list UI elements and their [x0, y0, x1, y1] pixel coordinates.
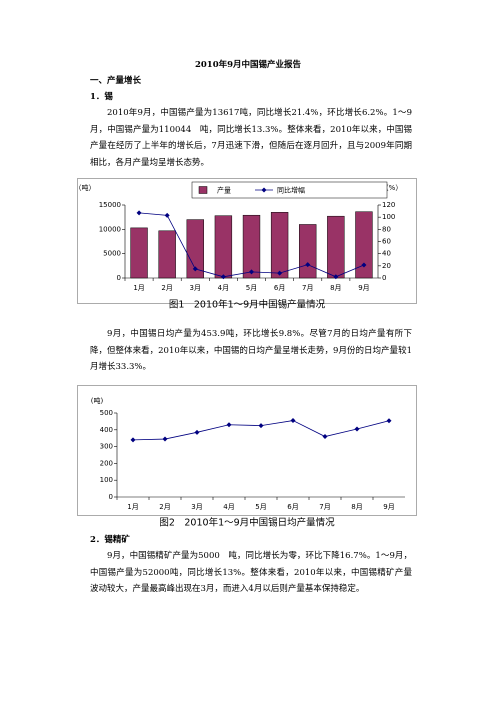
marker	[386, 418, 392, 424]
y2-tick-label: 100	[382, 213, 395, 221]
paragraph: 9月，中国锡日均产量为453.9吨，环比增长9.8%。尽管7月的日均产量有所下降…	[90, 329, 412, 372]
marker	[162, 436, 168, 442]
marker	[249, 269, 254, 275]
marker	[277, 270, 283, 276]
chart-frame	[77, 178, 417, 304]
heading: 2．锡精矿	[90, 535, 130, 545]
x-tick-label: 7月	[319, 503, 330, 511]
paragraph: 9月，中国锡精矿产量为5000 吨，同比增长为零，环比下降16.7%。1～9月，…	[90, 551, 412, 594]
y-tick-label: 100	[100, 476, 113, 484]
marker	[164, 212, 170, 218]
doc-title: 2010年9月中国锡产业报告	[194, 60, 302, 70]
y-tick-label: 200	[100, 459, 113, 467]
marker	[226, 422, 232, 428]
legend-label: 同比增幅	[277, 186, 305, 195]
bar	[327, 215, 345, 279]
y-tick-label: 10000	[99, 225, 121, 233]
marker	[322, 434, 328, 440]
heading: 1．锡	[90, 92, 113, 102]
bar	[130, 227, 148, 279]
legend-label: 产量	[217, 186, 231, 195]
legend-marker	[261, 187, 267, 193]
x-tick-label: 2月	[159, 503, 170, 511]
bar	[242, 214, 261, 279]
bar	[158, 230, 176, 279]
x-tick-label: 1月	[133, 284, 144, 292]
y-tick-label: 400	[100, 426, 113, 434]
marker	[305, 262, 311, 268]
y-axis-label: （吨）	[77, 183, 96, 192]
y2-axis-label: （%）	[382, 184, 403, 192]
y-tick-label: 300	[100, 443, 113, 451]
bar	[299, 224, 317, 279]
marker	[290, 418, 296, 424]
marker	[354, 426, 360, 432]
x-tick-label: 1月	[127, 503, 138, 511]
chart-frame	[77, 385, 417, 516]
chart: (吨) 0 100 200 300 400 500 1月 2月 3月 4月 5月 6月 7月 8月 9月图2 …	[77, 385, 417, 529]
chart: （吨） （%） 0 5000 10000 15000 0 20 40 60 80 100 120 1月 2月…	[77, 178, 417, 311]
x-tick-label: 5月	[255, 503, 266, 511]
x-tick-label: 6月	[274, 284, 285, 292]
x-tick-label: 4月	[223, 503, 234, 511]
bar	[186, 219, 204, 279]
y2-tick-label: 80	[382, 225, 391, 233]
marker	[258, 423, 264, 429]
y-axis-label: (吨)	[91, 396, 104, 405]
x-tick-label: 3月	[191, 503, 202, 511]
marker	[333, 274, 339, 280]
bar	[270, 212, 289, 279]
y2-tick-label: 0	[382, 274, 386, 282]
legend-box	[191, 181, 388, 199]
x-tick-label: 8月	[330, 284, 341, 292]
paragraph: 2010年9月，中国锡产量为13617吨，同比增长21.4%，环比增长6.2%。…	[90, 108, 412, 168]
x-tick-label: 2月	[161, 284, 172, 292]
x-tick-label: 4月	[218, 284, 229, 292]
x-tick-label: 9月	[358, 284, 369, 292]
marker	[361, 262, 367, 268]
y-tick-label: 15000	[99, 201, 121, 209]
y2-tick-label: 60	[382, 238, 391, 246]
y2-tick-label: 120	[382, 201, 395, 209]
y-tick-label: 5000	[103, 250, 121, 258]
marker	[192, 266, 198, 272]
x-tick-label: 8月	[351, 503, 362, 511]
marker	[194, 429, 200, 435]
y-tick-label: 0	[109, 493, 113, 501]
y2-tick-label: 20	[382, 262, 391, 270]
legend-swatch	[198, 186, 208, 194]
marker	[136, 210, 142, 216]
y-tick-label: 0	[117, 274, 121, 282]
chart-caption: 图2 2010年1～9月中国锡日均产量情况	[159, 517, 335, 529]
heading: 一、产量增长	[90, 76, 142, 86]
x-tick-label: 6月	[287, 503, 298, 511]
bar	[214, 215, 233, 279]
x-tick-label: 7月	[302, 284, 313, 292]
x-tick-label: 5月	[246, 284, 257, 292]
bar	[355, 211, 373, 279]
x-tick-label: 9月	[383, 503, 394, 511]
y2-tick-label: 40	[382, 250, 391, 258]
y-tick-label: 500	[100, 409, 113, 417]
marker	[220, 274, 226, 280]
chart-caption: 图1 2010年1～9月中国锡产量情况	[169, 299, 326, 311]
x-tick-label: 3月	[190, 284, 201, 292]
marker	[130, 437, 136, 443]
